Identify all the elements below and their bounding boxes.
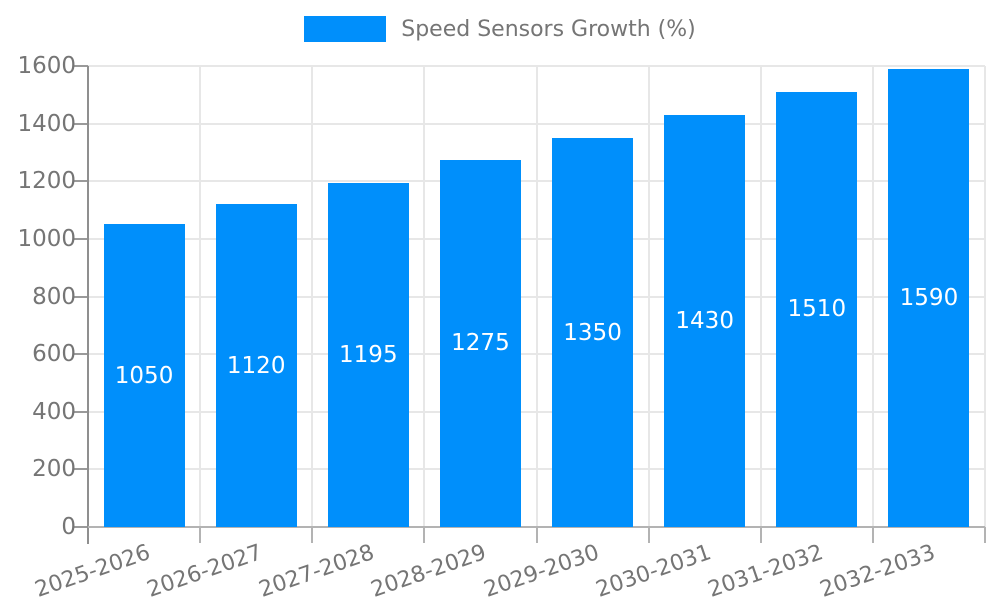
bar[interactable] bbox=[776, 91, 858, 527]
bar-value-label: 1120 bbox=[226, 352, 286, 379]
bar[interactable] bbox=[439, 159, 521, 527]
y-tick-label: 800 bbox=[32, 283, 76, 310]
y-axis-tick bbox=[74, 237, 88, 240]
x-tick-label: 2032-2033 bbox=[816, 540, 939, 600]
bar-value-label: 1195 bbox=[339, 341, 398, 368]
x-tick-label: 2027-2028 bbox=[256, 540, 378, 600]
x-axis-tick bbox=[647, 527, 650, 543]
gridline-vertical bbox=[984, 66, 986, 527]
y-axis-line bbox=[87, 66, 89, 544]
y-axis-tick bbox=[74, 353, 88, 356]
chart-legend[interactable]: Speed Sensors Growth (%) bbox=[0, 16, 1000, 42]
x-tick-label: 2026-2027 bbox=[144, 540, 266, 600]
x-tick-label: 2025-2026 bbox=[32, 540, 154, 600]
legend-label: Speed Sensors Growth (%) bbox=[401, 16, 696, 42]
x-axis-tick bbox=[759, 527, 762, 543]
legend-swatch-icon bbox=[304, 16, 387, 42]
x-axis-tick bbox=[199, 527, 202, 543]
y-axis-tick bbox=[74, 65, 88, 67]
bar-value-label: 1050 bbox=[114, 362, 174, 389]
bar[interactable] bbox=[215, 204, 297, 527]
y-tick-label: 200 bbox=[32, 456, 76, 483]
y-tick-label: 1400 bbox=[17, 110, 76, 137]
x-axis-baseline bbox=[88, 526, 985, 528]
gridline-vertical bbox=[311, 66, 314, 527]
gridline-vertical bbox=[647, 66, 650, 527]
x-axis-tick bbox=[423, 527, 426, 543]
y-axis-tick bbox=[74, 526, 88, 528]
gridline-vertical bbox=[759, 66, 762, 527]
y-axis-tick bbox=[74, 468, 88, 471]
y-axis-tick bbox=[74, 410, 88, 413]
bar-value-label: 1510 bbox=[787, 296, 847, 323]
y-axis-tick bbox=[74, 122, 88, 125]
x-axis-tick bbox=[311, 527, 314, 543]
bar[interactable] bbox=[888, 68, 970, 527]
bar-value-label: 1275 bbox=[451, 330, 510, 357]
x-tick-label: 2028-2029 bbox=[368, 540, 490, 600]
bar[interactable] bbox=[103, 224, 185, 527]
y-tick-label: 1200 bbox=[17, 168, 76, 195]
x-tick-label: 2031-2032 bbox=[704, 540, 827, 600]
gridline-vertical bbox=[199, 66, 202, 527]
x-tick-label: 2030-2031 bbox=[592, 540, 715, 600]
y-tick-label: 400 bbox=[32, 398, 76, 425]
bar[interactable] bbox=[327, 182, 409, 527]
gridline-vertical bbox=[423, 66, 426, 527]
x-axis-tick bbox=[871, 527, 874, 543]
gridline-vertical bbox=[871, 66, 874, 527]
x-axis-tick bbox=[984, 527, 986, 543]
bar[interactable] bbox=[552, 138, 634, 527]
bar-value-label: 1430 bbox=[675, 307, 734, 334]
y-tick-label: 1000 bbox=[17, 225, 76, 252]
y-tick-label: 600 bbox=[32, 341, 76, 368]
y-tick-label: 1600 bbox=[17, 53, 76, 79]
y-axis-tick bbox=[74, 180, 88, 183]
y-axis-tick bbox=[74, 295, 88, 298]
x-axis-tick bbox=[535, 527, 538, 543]
bar-value-label: 1350 bbox=[563, 319, 622, 346]
x-tick-label: 2029-2030 bbox=[480, 540, 603, 600]
y-tick-label: 0 bbox=[61, 514, 76, 540]
gridline-vertical bbox=[535, 66, 538, 527]
bar-value-label: 1590 bbox=[899, 284, 959, 311]
bar[interactable] bbox=[664, 114, 746, 527]
